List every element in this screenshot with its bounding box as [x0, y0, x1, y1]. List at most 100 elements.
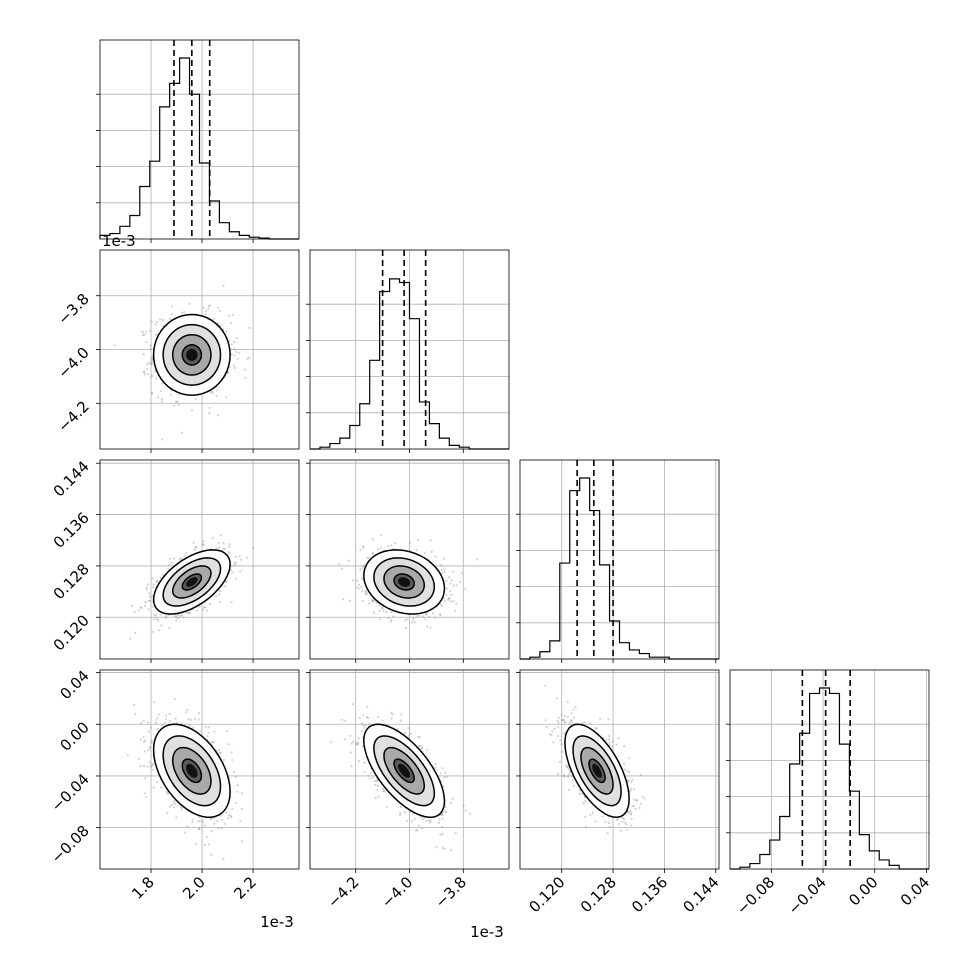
- sample-point: [197, 718, 200, 721]
- sample-point: [217, 827, 220, 830]
- sample-point: [441, 817, 444, 820]
- sample-point: [350, 742, 353, 745]
- sample-point: [359, 568, 362, 571]
- sample-point: [246, 357, 249, 360]
- contour-line: [162, 735, 222, 807]
- sample-point: [464, 587, 467, 591]
- sample-point: [222, 284, 225, 287]
- sample-point: [417, 824, 420, 827]
- sample-point: [186, 825, 189, 828]
- sample-point: [211, 392, 214, 395]
- sample-point: [435, 846, 438, 849]
- sample-point: [356, 743, 359, 746]
- sample-point: [197, 820, 200, 823]
- sample-point: [377, 547, 380, 551]
- sample-point: [215, 547, 218, 550]
- sample-point: [443, 847, 446, 851]
- scatter-panel-0-1: [96, 249, 300, 453]
- sample-point: [372, 600, 375, 603]
- density-core: [398, 763, 411, 778]
- sample-point: [219, 751, 222, 754]
- contour-line: [383, 746, 426, 795]
- sample-point: [150, 391, 154, 394]
- sample-point: [231, 758, 234, 761]
- sample-point: [210, 830, 213, 833]
- sample-point: [154, 614, 158, 617]
- sample-point: [450, 593, 453, 596]
- sample-point: [160, 400, 163, 403]
- sample-point: [385, 611, 388, 614]
- sample-point: [361, 590, 364, 593]
- sample-point: [142, 371, 145, 374]
- sample-point: [176, 400, 179, 403]
- sample-point: [412, 618, 415, 621]
- sample-point: [213, 317, 216, 320]
- sample-point: [372, 611, 376, 614]
- hist-panel-2: [516, 459, 720, 663]
- sample-point: [347, 559, 350, 562]
- sample-point: [156, 781, 159, 784]
- sample-point: [150, 375, 153, 378]
- sample-point: [399, 805, 402, 809]
- sample-point: [198, 827, 201, 831]
- scatter-panel-0-3: [96, 669, 300, 873]
- sample-point: [182, 616, 185, 619]
- sample-point: [464, 809, 467, 812]
- sample-point: [155, 721, 158, 725]
- sample-point: [160, 398, 163, 401]
- sample-point: [157, 713, 160, 716]
- sample-point: [191, 726, 194, 730]
- sample-point: [147, 749, 150, 752]
- sample-point: [234, 577, 237, 580]
- sample-point: [222, 759, 225, 762]
- sample-point: [165, 615, 168, 618]
- sample-point: [425, 819, 428, 822]
- sample-point: [197, 827, 200, 831]
- sample-point: [149, 362, 152, 365]
- sample-point: [148, 746, 152, 749]
- sample-point: [426, 625, 429, 628]
- sample-point: [225, 396, 228, 399]
- sample-point: [204, 312, 207, 316]
- sample-point: [399, 812, 402, 815]
- sample-point: [375, 779, 378, 782]
- sample-point: [382, 609, 385, 613]
- sample-point: [171, 803, 174, 806]
- sample-point: [366, 556, 369, 559]
- contour-line: [171, 565, 212, 599]
- sample-point: [150, 320, 153, 323]
- sample-point: [216, 389, 219, 392]
- sample-point: [169, 393, 172, 396]
- sample-point: [440, 813, 443, 816]
- sample-point: [418, 744, 421, 747]
- sample-point: [145, 341, 148, 344]
- contour-line: [363, 549, 446, 615]
- sample-point: [420, 827, 424, 830]
- sample-point: [207, 305, 211, 308]
- sample-point: [361, 745, 364, 748]
- sample-point: [156, 320, 159, 323]
- sample-point: [385, 805, 388, 809]
- sample-point: [146, 588, 149, 591]
- sample-point: [156, 716, 159, 719]
- sample-point: [382, 790, 385, 793]
- sample-point: [429, 626, 432, 629]
- sample-point: [429, 539, 432, 542]
- sample-point: [155, 718, 158, 721]
- sample-point: [419, 744, 422, 747]
- sample-point: [144, 777, 147, 780]
- sample-point: [167, 567, 170, 570]
- sample-point: [186, 611, 189, 615]
- sample-point: [143, 333, 146, 336]
- sample-point: [155, 579, 158, 583]
- contour-line: [162, 323, 222, 386]
- histogram-step: [99, 57, 299, 240]
- sample-point: [594, 820, 597, 823]
- sample-point: [215, 394, 218, 397]
- sample-point: [159, 318, 162, 321]
- sample-point: [227, 814, 231, 817]
- sample-point: [234, 775, 237, 778]
- sample-point: [223, 548, 226, 551]
- sample-point: [144, 739, 147, 742]
- sample-point: [159, 576, 162, 579]
